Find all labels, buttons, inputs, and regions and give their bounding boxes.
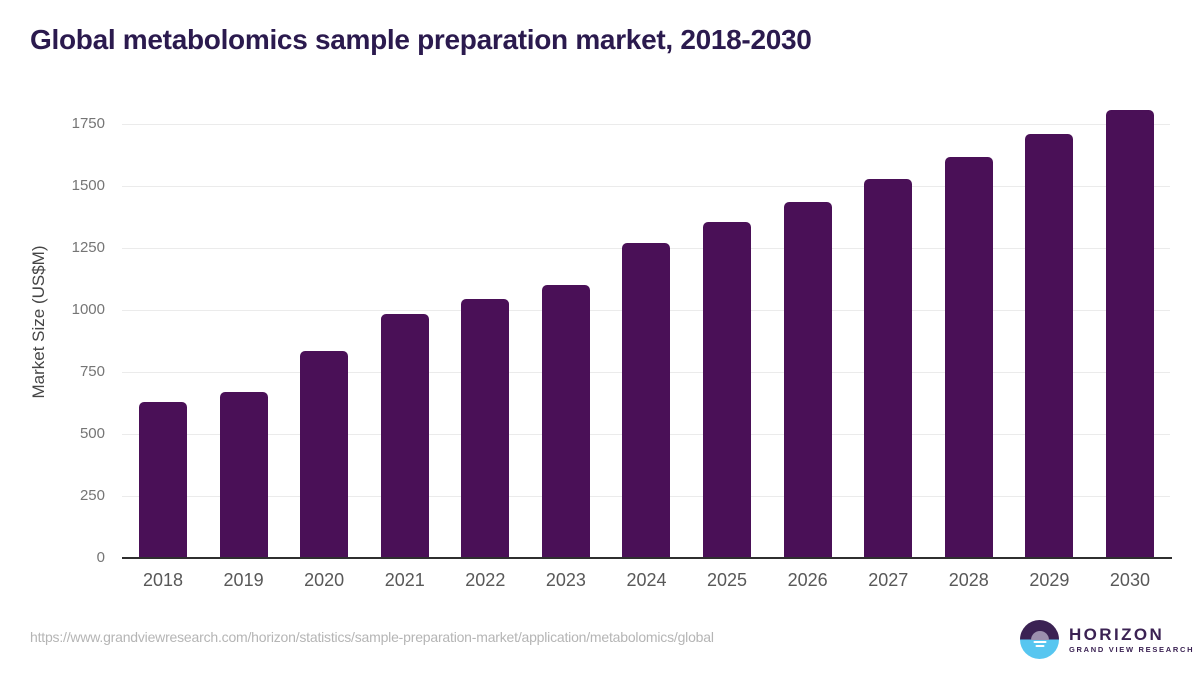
x-tick-label: 2026 [787, 570, 828, 590]
bar-2018 [139, 401, 187, 558]
bar-2023 [541, 284, 590, 558]
x-tick-label: 2025 [707, 570, 748, 590]
x-tick-label: 2019 [223, 570, 264, 590]
bar-2030 [1105, 110, 1154, 558]
horizon-logo: HORIZON GRAND VIEW RESEARCH [1020, 620, 1194, 659]
bar-2019 [219, 392, 268, 558]
x-tick-label: 2028 [948, 570, 989, 590]
x-tick-label: 2027 [868, 570, 909, 590]
bar-2021 [380, 313, 429, 558]
bar-2028 [944, 156, 993, 558]
logo-brand-text: HORIZON [1069, 625, 1165, 644]
y-tick-label: 0 [96, 549, 105, 566]
x-tick-label: 2020 [304, 570, 345, 590]
bar-2029 [1025, 133, 1074, 558]
bar-2022 [461, 298, 510, 558]
sun-reflection-line [1035, 645, 1044, 647]
logo-text: HORIZON GRAND VIEW RESEARCH [1069, 625, 1194, 654]
bar-2026 [783, 201, 832, 558]
x-tick-label: 2022 [465, 570, 506, 590]
x-tick-label: 2018 [142, 570, 184, 590]
y-gridline [122, 123, 1170, 125]
y-gridline [122, 185, 1170, 187]
y-tick-label: 1000 [71, 301, 105, 318]
y-tick-label: 1250 [71, 239, 105, 256]
logo-subbrand-text: GRAND VIEW RESEARCH [1069, 645, 1195, 654]
source-url: https://www.grandviewresearch.com/horizo… [30, 629, 714, 645]
y-tick-label: 750 [79, 363, 105, 380]
y-tick-label: 1750 [71, 115, 105, 132]
sun-reflection-line [1033, 641, 1046, 643]
y-tick-label: 500 [79, 425, 105, 442]
x-axis-line [122, 557, 1172, 559]
bar-2027 [864, 179, 913, 558]
x-tick-label: 2024 [626, 570, 667, 590]
horizon-logo-icon [1020, 620, 1059, 659]
bar-2025 [703, 221, 752, 558]
x-tick-label: 2023 [545, 570, 586, 590]
bar-2024 [622, 243, 671, 558]
page-title: Global metabolomics sample preparation m… [30, 24, 812, 55]
x-tick-label: 2021 [384, 570, 425, 590]
bar-2020 [300, 351, 349, 558]
x-tick-label: 2029 [1029, 570, 1070, 590]
x-tick-label: 2030 [1109, 570, 1150, 590]
y-tick-label: 1500 [71, 177, 105, 194]
y-tick-label: 250 [79, 487, 105, 504]
sunrise-icon [1030, 630, 1049, 640]
